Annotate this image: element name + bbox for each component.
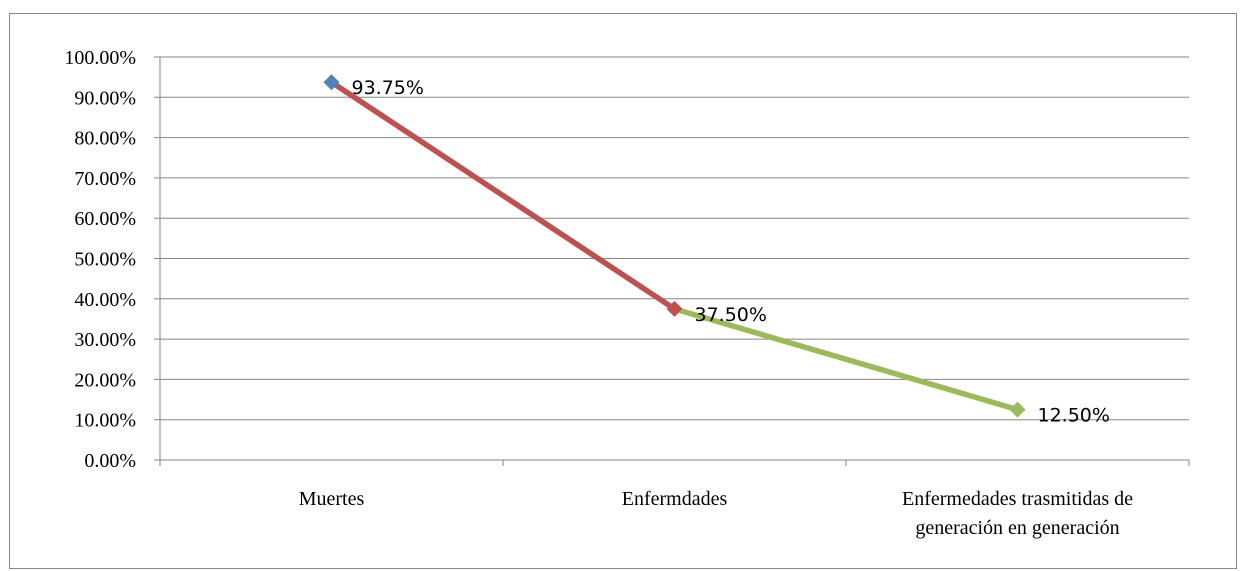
y-tick-label: 60.00% xyxy=(74,208,136,230)
y-tick-label: 40.00% xyxy=(74,289,136,311)
gridlines xyxy=(160,56,1189,421)
series-segment xyxy=(671,306,1021,413)
y-tick-label: 30.00% xyxy=(74,329,136,351)
series-segment xyxy=(328,79,678,312)
chart-frame xyxy=(9,13,1237,569)
x-category-label: generación en generación xyxy=(915,517,1119,539)
x-category-label: Enfermdades xyxy=(622,488,728,510)
axes xyxy=(154,56,1190,466)
data-point-marker xyxy=(323,74,340,91)
x-category-label: Muertes xyxy=(299,488,365,510)
x-category-label: Enfermedades trasmitidas de xyxy=(902,488,1133,510)
y-tick-label: 70.00% xyxy=(74,168,136,190)
data-point-marker xyxy=(666,300,683,317)
data-label: 12.50% xyxy=(1038,405,1110,427)
y-tick-label: 90.00% xyxy=(74,87,136,109)
series-markers xyxy=(323,74,1026,418)
y-tick-label: 80.00% xyxy=(74,128,136,150)
data-point-marker xyxy=(1009,401,1026,418)
data-labels: 93.75% 37.50% 12.50% xyxy=(352,77,1110,426)
y-tick-label: 100.00% xyxy=(64,47,136,69)
y-tick-label: 0.00% xyxy=(84,450,136,472)
y-tick-label: 50.00% xyxy=(74,249,136,271)
series-line xyxy=(328,79,1021,413)
y-tick-label: 20.00% xyxy=(74,369,136,391)
x-axis-category-labels: Muertes Enfermdades Enfermedades trasmitid… xyxy=(299,488,1133,539)
data-label: 37.50% xyxy=(695,304,767,326)
y-axis-tick-labels: 0.00% 10.00% 20.00% 30.00% 40.00% 50.00% 60.00… xyxy=(64,47,136,472)
data-label: 93.75% xyxy=(352,77,424,99)
y-tick-label: 10.00% xyxy=(74,410,136,432)
